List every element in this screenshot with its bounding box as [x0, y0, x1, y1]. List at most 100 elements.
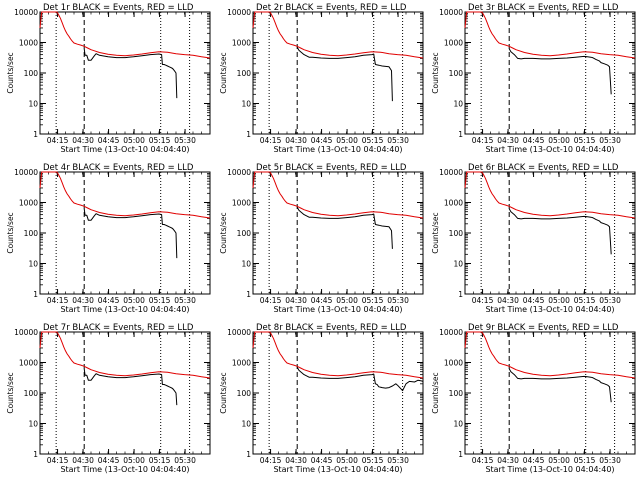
x-axis-label: Start Time (13-Oct-10 04:04:40): [60, 465, 189, 474]
x-tick-label: 05:00: [548, 136, 570, 145]
y-tick-label: 1: [33, 290, 38, 299]
y-tick-label: 1000: [19, 199, 38, 208]
series-events-line: [296, 46, 393, 102]
series-lld-line: [252, 331, 424, 379]
x-tick-label: 04:15: [472, 296, 494, 305]
y-tick-label: 1000: [444, 359, 463, 368]
y-tick-label: 1000: [232, 39, 251, 48]
y-axis-label: Counts/sec: [219, 372, 228, 413]
series-events-line: [83, 368, 178, 406]
x-tick-label: 05:00: [123, 456, 145, 465]
y-tick-label: 10: [453, 100, 463, 109]
y-tick-label: 1000: [444, 39, 463, 48]
y-tick-label: 100: [237, 229, 252, 238]
y-tick-label: 1: [33, 450, 38, 459]
y-tick-label: 10: [241, 100, 251, 109]
x-tick-label: 05:00: [548, 456, 570, 465]
x-tick-label: 05:30: [599, 456, 621, 465]
y-tick-label: 10: [28, 260, 38, 269]
x-tick-label: 04:15: [472, 456, 494, 465]
x-tick-label: 04:30: [285, 456, 307, 465]
x-axis-label: Start Time (13-Oct-10 04:04:40): [485, 145, 614, 154]
series-lld-line: [464, 331, 636, 379]
x-tick-label: 05:15: [362, 456, 384, 465]
y-tick-label: 1: [246, 130, 251, 139]
y-tick-label: 1: [458, 450, 463, 459]
x-tick-label: 05:30: [387, 456, 409, 465]
x-tick-label: 05:15: [574, 456, 596, 465]
y-tick-label: 100: [24, 69, 39, 78]
series-lld-line: [252, 171, 424, 219]
x-tick-label: 04:45: [311, 456, 333, 465]
y-tick-label: 1000: [19, 359, 38, 368]
x-axis-label: Start Time (13-Oct-10 04:04:40): [485, 465, 614, 474]
x-tick-label: 05:30: [174, 456, 196, 465]
y-tick-label: 100: [24, 389, 39, 398]
series-lld-line: [464, 11, 636, 59]
y-tick-label: 1000: [444, 199, 463, 208]
x-tick-label: 04:45: [98, 456, 120, 465]
series-lld-line: [252, 11, 424, 59]
series-events-line: [508, 208, 612, 255]
x-axis-label: Start Time (13-Oct-10 04:04:40): [60, 305, 189, 314]
y-tick-label: 100: [449, 69, 464, 78]
x-tick-label: 05:30: [174, 296, 196, 305]
y-axis-label: Counts/sec: [431, 372, 440, 413]
x-tick-label: 05:30: [387, 136, 409, 145]
x-tick-label: 04:15: [260, 296, 282, 305]
y-tick-label: 1: [458, 130, 463, 139]
y-tick-label: 10: [28, 100, 38, 109]
y-tick-label: 10: [453, 260, 463, 269]
y-tick-label: 1: [458, 290, 463, 299]
x-tick-label: 04:30: [285, 296, 307, 305]
chart-title: Det 6r BLACK = Events, RED = LLD: [468, 163, 619, 173]
y-tick-label: 100: [449, 389, 464, 398]
x-tick-label: 04:15: [260, 456, 282, 465]
x-tick-label: 04:30: [72, 456, 94, 465]
series-events-line: [83, 208, 178, 259]
chart-title: Det 3r BLACK = Events, RED = LLD: [468, 3, 619, 13]
y-tick-label: 10000: [227, 168, 251, 177]
x-tick-label: 04:30: [497, 296, 519, 305]
y-tick-label: 1000: [19, 39, 38, 48]
x-axis-label: Start Time (13-Oct-10 04:04:40): [485, 305, 614, 314]
y-tick-label: 10: [241, 260, 251, 269]
series-events-line: [296, 206, 393, 249]
x-tick-label: 04:45: [98, 136, 120, 145]
y-tick-label: 10000: [227, 328, 251, 337]
x-tick-label: 05:15: [149, 456, 171, 465]
y-tick-label: 100: [449, 229, 464, 238]
y-tick-label: 100: [237, 69, 252, 78]
x-axis-label: Start Time (13-Oct-10 04:04:40): [273, 465, 402, 474]
y-tick-label: 1000: [232, 199, 251, 208]
x-tick-label: 04:30: [72, 136, 94, 145]
x-tick-label: 05:15: [149, 296, 171, 305]
y-tick-label: 1: [246, 450, 251, 459]
x-tick-label: 04:45: [98, 296, 120, 305]
chart-title: Det 1r BLACK = Events, RED = LLD: [43, 3, 194, 13]
x-tick-label: 05:30: [174, 136, 196, 145]
y-axis-label: Counts/sec: [431, 212, 440, 253]
y-axis-label: Counts/sec: [431, 52, 440, 93]
chart-panel-8: Det 8r BLACK = Events, RED = LLD 1 10 100 10…: [219, 323, 424, 474]
y-tick-label: 10000: [439, 168, 463, 177]
x-tick-label: 04:15: [47, 136, 69, 145]
x-tick-label: 05:00: [548, 296, 570, 305]
series-events-line: [508, 48, 612, 95]
y-axis-label: Counts/sec: [6, 372, 15, 413]
y-tick-label: 10000: [14, 168, 38, 177]
y-tick-label: 10: [28, 420, 38, 429]
y-tick-label: 10000: [14, 328, 38, 337]
chart-title: Det 4r BLACK = Events, RED = LLD: [43, 163, 194, 173]
y-tick-label: 10000: [439, 8, 463, 17]
y-axis-label: Counts/sec: [6, 212, 15, 253]
chart-panel-3: Det 3r BLACK = Events, RED = LLD 1 10 100 10…: [431, 3, 636, 154]
series-lld-line: [39, 11, 211, 59]
chart-panel-4: Det 4r BLACK = Events, RED = LLD 1 10 100 10…: [6, 163, 211, 314]
chart-panel-9: Det 9r BLACK = Events, RED = LLD 1 10 100 10…: [431, 323, 636, 474]
chart-title: Det 9r BLACK = Events, RED = LLD: [468, 323, 619, 333]
series-lld-line: [39, 171, 211, 219]
x-tick-label: 04:45: [523, 136, 545, 145]
x-axis-label: Start Time (13-Oct-10 04:04:40): [273, 305, 402, 314]
y-axis-label: Counts/sec: [219, 212, 228, 253]
